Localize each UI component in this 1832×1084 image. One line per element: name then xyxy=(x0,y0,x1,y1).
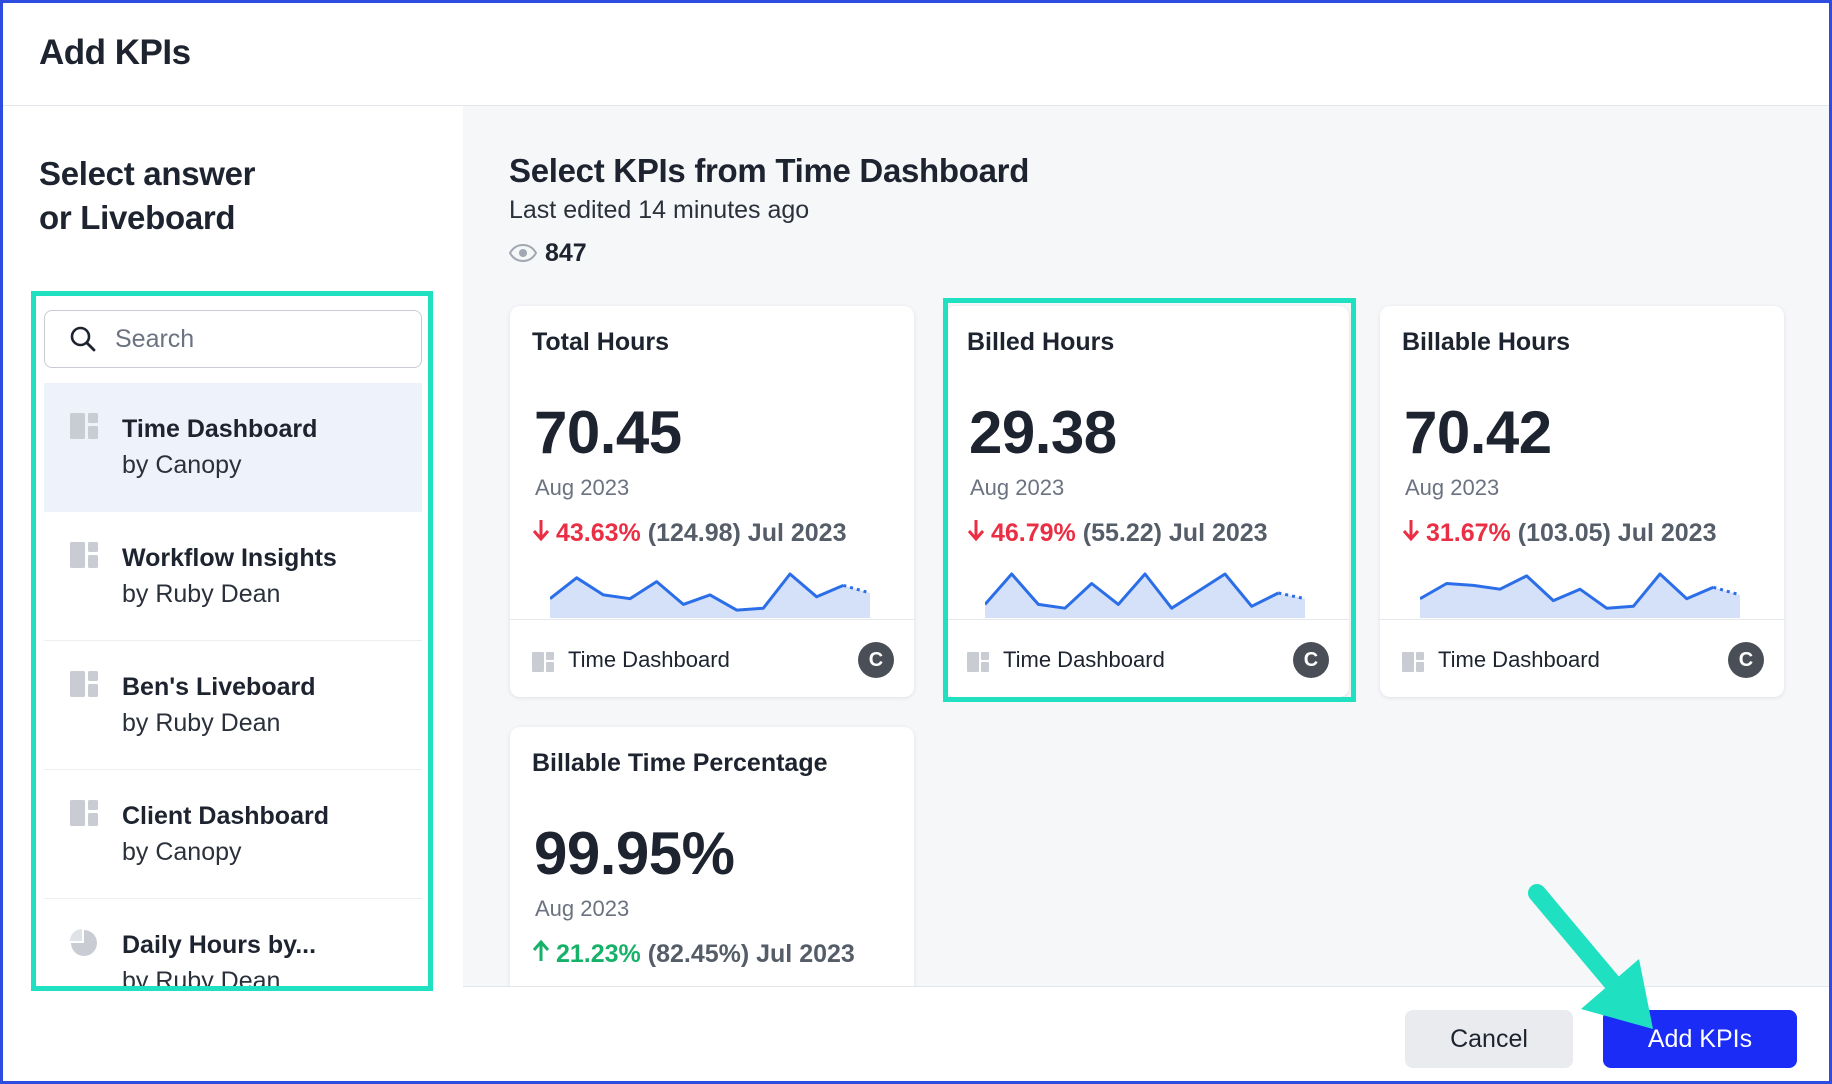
kpi-change-comparison: (124.98) Jul 2023 xyxy=(647,519,847,547)
item-author: by Canopy xyxy=(122,451,242,479)
avatar: C xyxy=(1293,642,1329,678)
arrow-down-icon xyxy=(532,519,550,548)
sparkline-projection xyxy=(1278,591,1305,601)
eye-icon xyxy=(509,244,537,262)
view-count-value: 847 xyxy=(545,238,587,267)
pointer-arrow-annotation xyxy=(1528,884,1653,1029)
kpi-change: 43.63% (124.98) Jul 2023 xyxy=(532,519,847,548)
kpi-change: 46.79% (55.22) Jul 2023 xyxy=(967,519,1268,548)
sparkline-projection xyxy=(842,583,870,595)
list-item-time-dashboard[interactable]: Time Dashboard by Canopy xyxy=(44,383,422,512)
sparkline-line xyxy=(550,572,844,612)
item-title: Ben's Liveboard xyxy=(122,673,316,701)
sparkline-line xyxy=(1420,572,1714,610)
item-title: Workflow Insights xyxy=(122,544,337,572)
kpi-card-billable-hours[interactable]: Billable Hours 70.42 Aug 2023 31.67% (10… xyxy=(1380,306,1784,697)
kpi-source-name: Time Dashboard xyxy=(1438,647,1600,672)
kpi-source-name: Time Dashboard xyxy=(1003,647,1165,672)
kpi-change-comparison: (103.05) Jul 2023 xyxy=(1517,519,1717,547)
arrow-up-icon xyxy=(532,939,550,969)
source-list: Time Dashboard by Canopy Workflow Insigh… xyxy=(44,383,422,991)
arrow-down-icon xyxy=(1402,519,1420,548)
panel-title: Select answer or Liveboard xyxy=(39,152,359,240)
sparkline xyxy=(1420,572,1740,618)
view-count: 847 xyxy=(509,238,587,268)
kpi-value: 29.38 xyxy=(969,399,1117,466)
avatar: C xyxy=(1728,642,1764,678)
kpi-card-total-hours[interactable]: Total Hours 70.45 Aug 2023 43.63% (124.9… xyxy=(510,306,914,697)
kpi-change: 21.23% (82.45%) Jul 2023 xyxy=(532,939,855,969)
kpi-value: 70.42 xyxy=(1404,399,1552,466)
kpi-period: Aug 2023 xyxy=(535,896,630,921)
kpi-title: Billable Time Percentage xyxy=(532,749,828,777)
item-author: by Ruby Dean xyxy=(122,709,281,737)
list-item-workflow-insights[interactable]: Workflow Insights by Ruby Dean xyxy=(44,512,422,641)
list-item-client-dashboard[interactable]: Client Dashboard by Canopy xyxy=(44,770,422,899)
item-author: by Ruby Dean xyxy=(122,967,281,991)
kpi-panel-title: Select KPIs from Time Dashboard xyxy=(509,152,1030,189)
item-title: Client Dashboard xyxy=(122,802,329,830)
kpi-change-percent: 43.63% xyxy=(556,519,641,547)
panel-title-line1: Select answer xyxy=(39,155,256,192)
liveboard-icon xyxy=(70,800,98,831)
list-item-bens-liveboard[interactable]: Ben's Liveboard by Ruby Dean xyxy=(44,641,422,770)
source-selector-panel: Select answer or Liveboard Time Dashboar… xyxy=(3,106,463,991)
arrow-down-icon xyxy=(967,519,985,548)
item-author: by Ruby Dean xyxy=(122,580,281,608)
search-input[interactable] xyxy=(115,321,405,357)
kpi-card-footer: Time Dashboard C xyxy=(510,619,914,697)
liveboard-icon xyxy=(70,413,98,444)
kpi-change: 31.67% (103.05) Jul 2023 xyxy=(1402,519,1717,548)
kpi-value: 99.95% xyxy=(534,820,735,887)
dialog-header: Add KPIs xyxy=(3,3,1829,106)
item-author: by Canopy xyxy=(122,838,242,866)
kpi-period: Aug 2023 xyxy=(535,475,630,500)
sparkline-area xyxy=(1420,574,1740,618)
liveboard-icon xyxy=(967,652,989,677)
kpi-change-percent: 46.79% xyxy=(991,519,1076,547)
kpi-title: Billable Hours xyxy=(1402,328,1571,356)
item-title: Time Dashboard xyxy=(122,415,318,443)
avatar: C xyxy=(858,642,894,678)
sparkline-area xyxy=(985,574,1305,618)
panel-title-line2: or Liveboard xyxy=(39,199,236,236)
liveboard-icon xyxy=(1402,652,1424,677)
kpi-card-billed-hours[interactable]: Billed Hours 29.38 Aug 2023 46.79% (55.2… xyxy=(945,306,1349,697)
dialog-title: Add KPIs xyxy=(39,33,191,72)
cancel-button[interactable]: Cancel xyxy=(1405,1010,1573,1068)
kpi-source-name: Time Dashboard xyxy=(568,647,730,672)
sparkline xyxy=(985,572,1305,618)
kpi-card-footer: Time Dashboard C xyxy=(945,619,1349,697)
sparkline-projection xyxy=(1712,585,1740,597)
kpi-value: 70.45 xyxy=(534,399,682,466)
kpi-period: Aug 2023 xyxy=(1405,475,1500,500)
kpi-change-percent: 21.23% xyxy=(556,940,641,968)
sparkline xyxy=(550,572,870,618)
liveboard-icon xyxy=(70,542,98,573)
kpi-card-footer: Time Dashboard C xyxy=(1380,619,1784,697)
kpi-change-comparison: (55.22) Jul 2023 xyxy=(1082,519,1268,547)
sparkline-line xyxy=(985,572,1280,610)
kpi-title: Total Hours xyxy=(532,328,670,356)
item-title: Daily Hours by... xyxy=(122,931,317,959)
kpi-period: Aug 2023 xyxy=(970,475,1065,500)
kpi-title: Billed Hours xyxy=(967,328,1115,356)
list-item-daily-hours[interactable]: Daily Hours by... by Ruby Dean xyxy=(44,899,422,991)
source-list-highlight: Time Dashboard by Canopy Workflow Insigh… xyxy=(31,291,433,991)
kpi-change-percent: 31.67% xyxy=(1426,519,1511,547)
search-box[interactable] xyxy=(44,310,422,368)
pie-chart-icon xyxy=(70,929,98,962)
kpi-card-billable-time-percentage[interactable]: Billable Time Percentage 99.95% Aug 2023… xyxy=(510,727,914,1027)
liveboard-icon xyxy=(532,652,554,677)
search-icon xyxy=(70,326,96,352)
kpi-change-comparison: (82.45%) Jul 2023 xyxy=(647,940,855,968)
liveboard-icon xyxy=(70,671,98,702)
last-edited: Last edited 14 minutes ago xyxy=(509,196,810,224)
